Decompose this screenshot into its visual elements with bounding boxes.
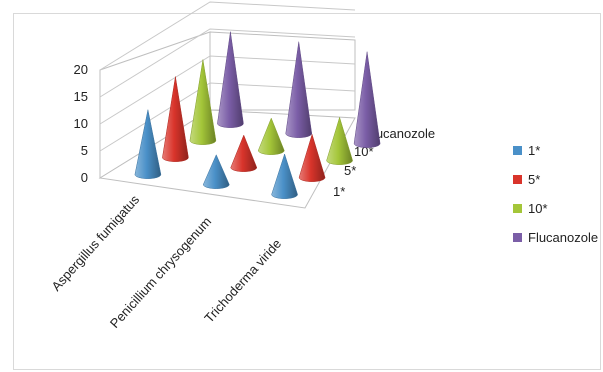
legend-label: 10* [528,201,548,216]
cone-mark [230,134,258,172]
depth-label: 1* [333,184,345,199]
cone-mark [326,116,353,165]
legend-label: 1* [528,143,540,158]
gridline [99,1,356,71]
cones [134,31,381,199]
category-label: Aspergillus fumigatus [48,192,142,294]
cone-mark [189,59,217,145]
legend-swatch [513,233,522,242]
cone-mark [134,109,162,179]
gridlines [99,1,356,152]
y-tick-label: 10 [74,116,88,131]
cone-mark [353,51,381,148]
legend-label: 5* [528,172,540,187]
category-label: Trichoderma viride [201,236,284,326]
cone-mark [217,31,244,128]
legend-label: Flucanozole [528,230,598,245]
y-tick-label: 15 [74,89,88,104]
y-tick-label: 0 [81,170,88,185]
depth-label: 5* [344,163,356,178]
category-label: Penicillium chrysogenum [107,214,214,331]
y-tick-label: 20 [74,62,88,77]
legend: 1* 5* 10* Flucanozole [513,143,598,245]
legend-swatch [513,146,522,155]
legend-swatch [513,204,522,213]
y-axis-ticks: 0 5 10 15 20 [74,62,88,185]
cone-mark [202,154,230,189]
cone-mark [257,117,285,155]
gridline [99,55,356,125]
y-tick-label: 5 [81,143,88,158]
gridline [99,28,356,98]
cone-mark [162,76,189,162]
cone-mark [271,153,298,199]
gridline [99,82,356,152]
cone-mark [285,41,313,138]
legend-swatch [513,175,522,184]
cone-mark [298,133,326,182]
depth-label: Flucanozole [365,126,435,141]
depth-axis-labels: 1*5*10*Flucanozole [333,126,435,199]
